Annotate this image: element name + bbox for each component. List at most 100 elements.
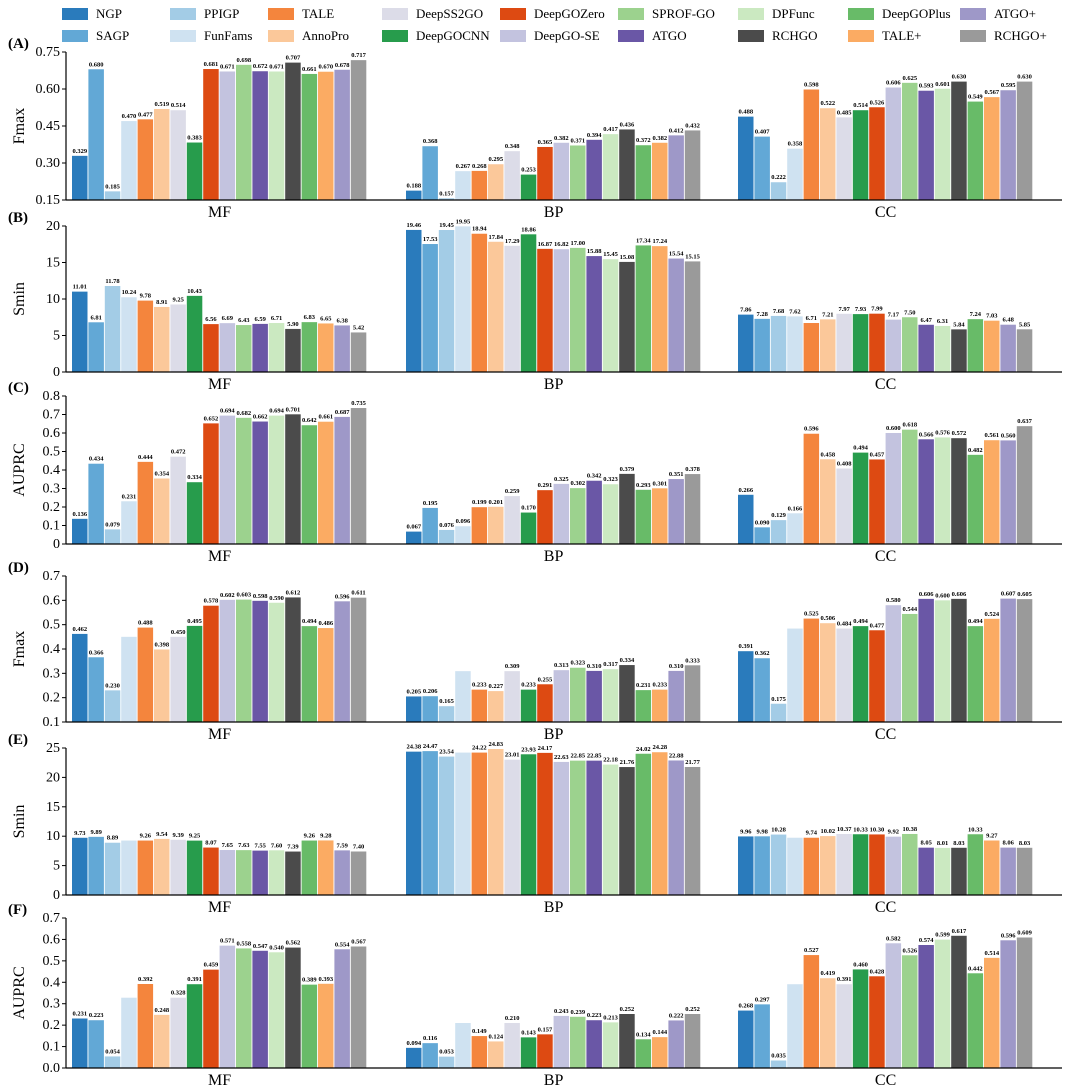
panel-label: (F) xyxy=(8,902,27,918)
data-label: 0.266 xyxy=(738,487,753,494)
legend-label: TALE xyxy=(302,6,335,21)
bar xyxy=(918,945,934,1068)
data-label: 0.188 xyxy=(406,183,421,190)
data-label: 0.124 xyxy=(488,1033,503,1040)
data-label: 0.267 xyxy=(456,163,471,170)
x-category-label: BP xyxy=(544,376,564,393)
bar xyxy=(236,325,252,372)
data-label: 9.39 xyxy=(172,832,184,839)
bar xyxy=(852,969,869,1068)
data-label: 0.243 xyxy=(554,1008,569,1015)
bar xyxy=(422,146,438,200)
data-label: 0.129 xyxy=(771,512,786,519)
data-label: 0.407 xyxy=(755,129,770,136)
y-tick-label: 0.6 xyxy=(43,932,61,947)
bar xyxy=(652,752,668,895)
data-label: 0.600 xyxy=(935,592,950,599)
x-category-label: BP xyxy=(544,548,564,565)
data-label: 9.28 xyxy=(320,832,332,839)
data-label: 0.325 xyxy=(554,476,569,483)
bar xyxy=(1016,937,1033,1068)
data-label: 0.571 xyxy=(220,938,235,945)
bar xyxy=(984,440,1000,544)
bar xyxy=(967,834,984,895)
bar xyxy=(934,600,951,722)
bar xyxy=(219,599,236,722)
data-label: 7.99 xyxy=(871,306,883,313)
data-label: 0.199 xyxy=(472,499,487,506)
data-label: 22.88 xyxy=(669,752,684,759)
x-category-label: MF xyxy=(208,376,231,393)
legend-item: DPFunc xyxy=(738,6,815,22)
bar xyxy=(619,767,635,895)
legend-swatch xyxy=(500,8,526,20)
data-label: 7.40 xyxy=(353,843,364,850)
data-label: 7.93 xyxy=(855,306,867,313)
chart-panel: (E) Smin 0 5 10 15 20 25 9.73 9.89 8.89 9.26 9.54 9.3… xyxy=(8,732,1062,916)
bar xyxy=(984,97,1000,200)
legend-swatch xyxy=(960,8,986,20)
data-label: 0.694 xyxy=(269,408,284,415)
bar xyxy=(350,851,367,895)
bar xyxy=(635,753,652,895)
bar xyxy=(252,600,268,722)
bar xyxy=(471,1036,488,1068)
data-label: 0.600 xyxy=(886,425,901,432)
bar xyxy=(738,116,754,200)
bar xyxy=(88,322,104,372)
bar xyxy=(602,1022,619,1068)
y-tick-label: 0.7 xyxy=(43,911,61,926)
x-category-label: MF xyxy=(208,726,231,743)
data-label: 6.38 xyxy=(336,317,348,324)
bar xyxy=(488,1041,504,1068)
bar xyxy=(570,488,586,544)
bar xyxy=(770,182,787,200)
data-label: 0.593 xyxy=(919,83,934,90)
bar xyxy=(803,955,820,1068)
data-label: 22.85 xyxy=(570,753,585,760)
data-label: 0.450 xyxy=(171,629,186,636)
bar xyxy=(268,952,285,1068)
bar xyxy=(455,752,471,895)
data-label: 0.079 xyxy=(105,521,120,528)
data-label: 0.333 xyxy=(685,657,700,664)
data-label: 17.29 xyxy=(505,238,520,245)
data-label: 0.527 xyxy=(804,947,819,954)
bar xyxy=(738,1010,754,1068)
legend-label: DeepGOCNN xyxy=(416,28,490,43)
data-label: 0.672 xyxy=(253,63,268,70)
bar xyxy=(455,526,471,544)
data-label: 0.558 xyxy=(236,940,251,947)
y-tick-label: 10 xyxy=(46,829,60,844)
bar xyxy=(869,107,885,200)
data-label: 7.60 xyxy=(271,842,282,849)
data-label: 0.671 xyxy=(269,63,284,70)
data-label: 0.494 xyxy=(302,618,317,625)
bar xyxy=(72,633,88,722)
data-label: 0.434 xyxy=(89,456,104,463)
data-label: 9.89 xyxy=(90,829,102,836)
bar xyxy=(1016,599,1033,722)
data-label: 22.18 xyxy=(603,757,618,764)
bar xyxy=(438,706,455,722)
y-tick-label: 0.4 xyxy=(43,975,61,990)
data-label: 0.582 xyxy=(886,935,901,942)
y-tick-label: 0.2 xyxy=(43,1018,61,1033)
data-label: 0.368 xyxy=(423,138,438,145)
data-label: 0.717 xyxy=(351,52,366,59)
bar xyxy=(553,483,570,544)
legend-item: DeepGOCNN xyxy=(382,28,490,44)
y-axis-label: AUPRC xyxy=(11,966,28,1019)
data-label: 6.47 xyxy=(920,317,932,324)
data-label: 9.92 xyxy=(888,829,899,836)
bar xyxy=(72,155,88,200)
data-label: 5.85 xyxy=(1019,321,1031,328)
y-tick-label: 0.4 xyxy=(43,642,61,657)
data-label: 0.231 xyxy=(72,1011,87,1018)
data-label: 18.94 xyxy=(472,226,487,233)
y-tick-label: 20 xyxy=(46,219,60,234)
bar xyxy=(520,1037,537,1068)
bar xyxy=(553,249,570,372)
bar xyxy=(885,87,902,200)
bar xyxy=(619,665,635,722)
